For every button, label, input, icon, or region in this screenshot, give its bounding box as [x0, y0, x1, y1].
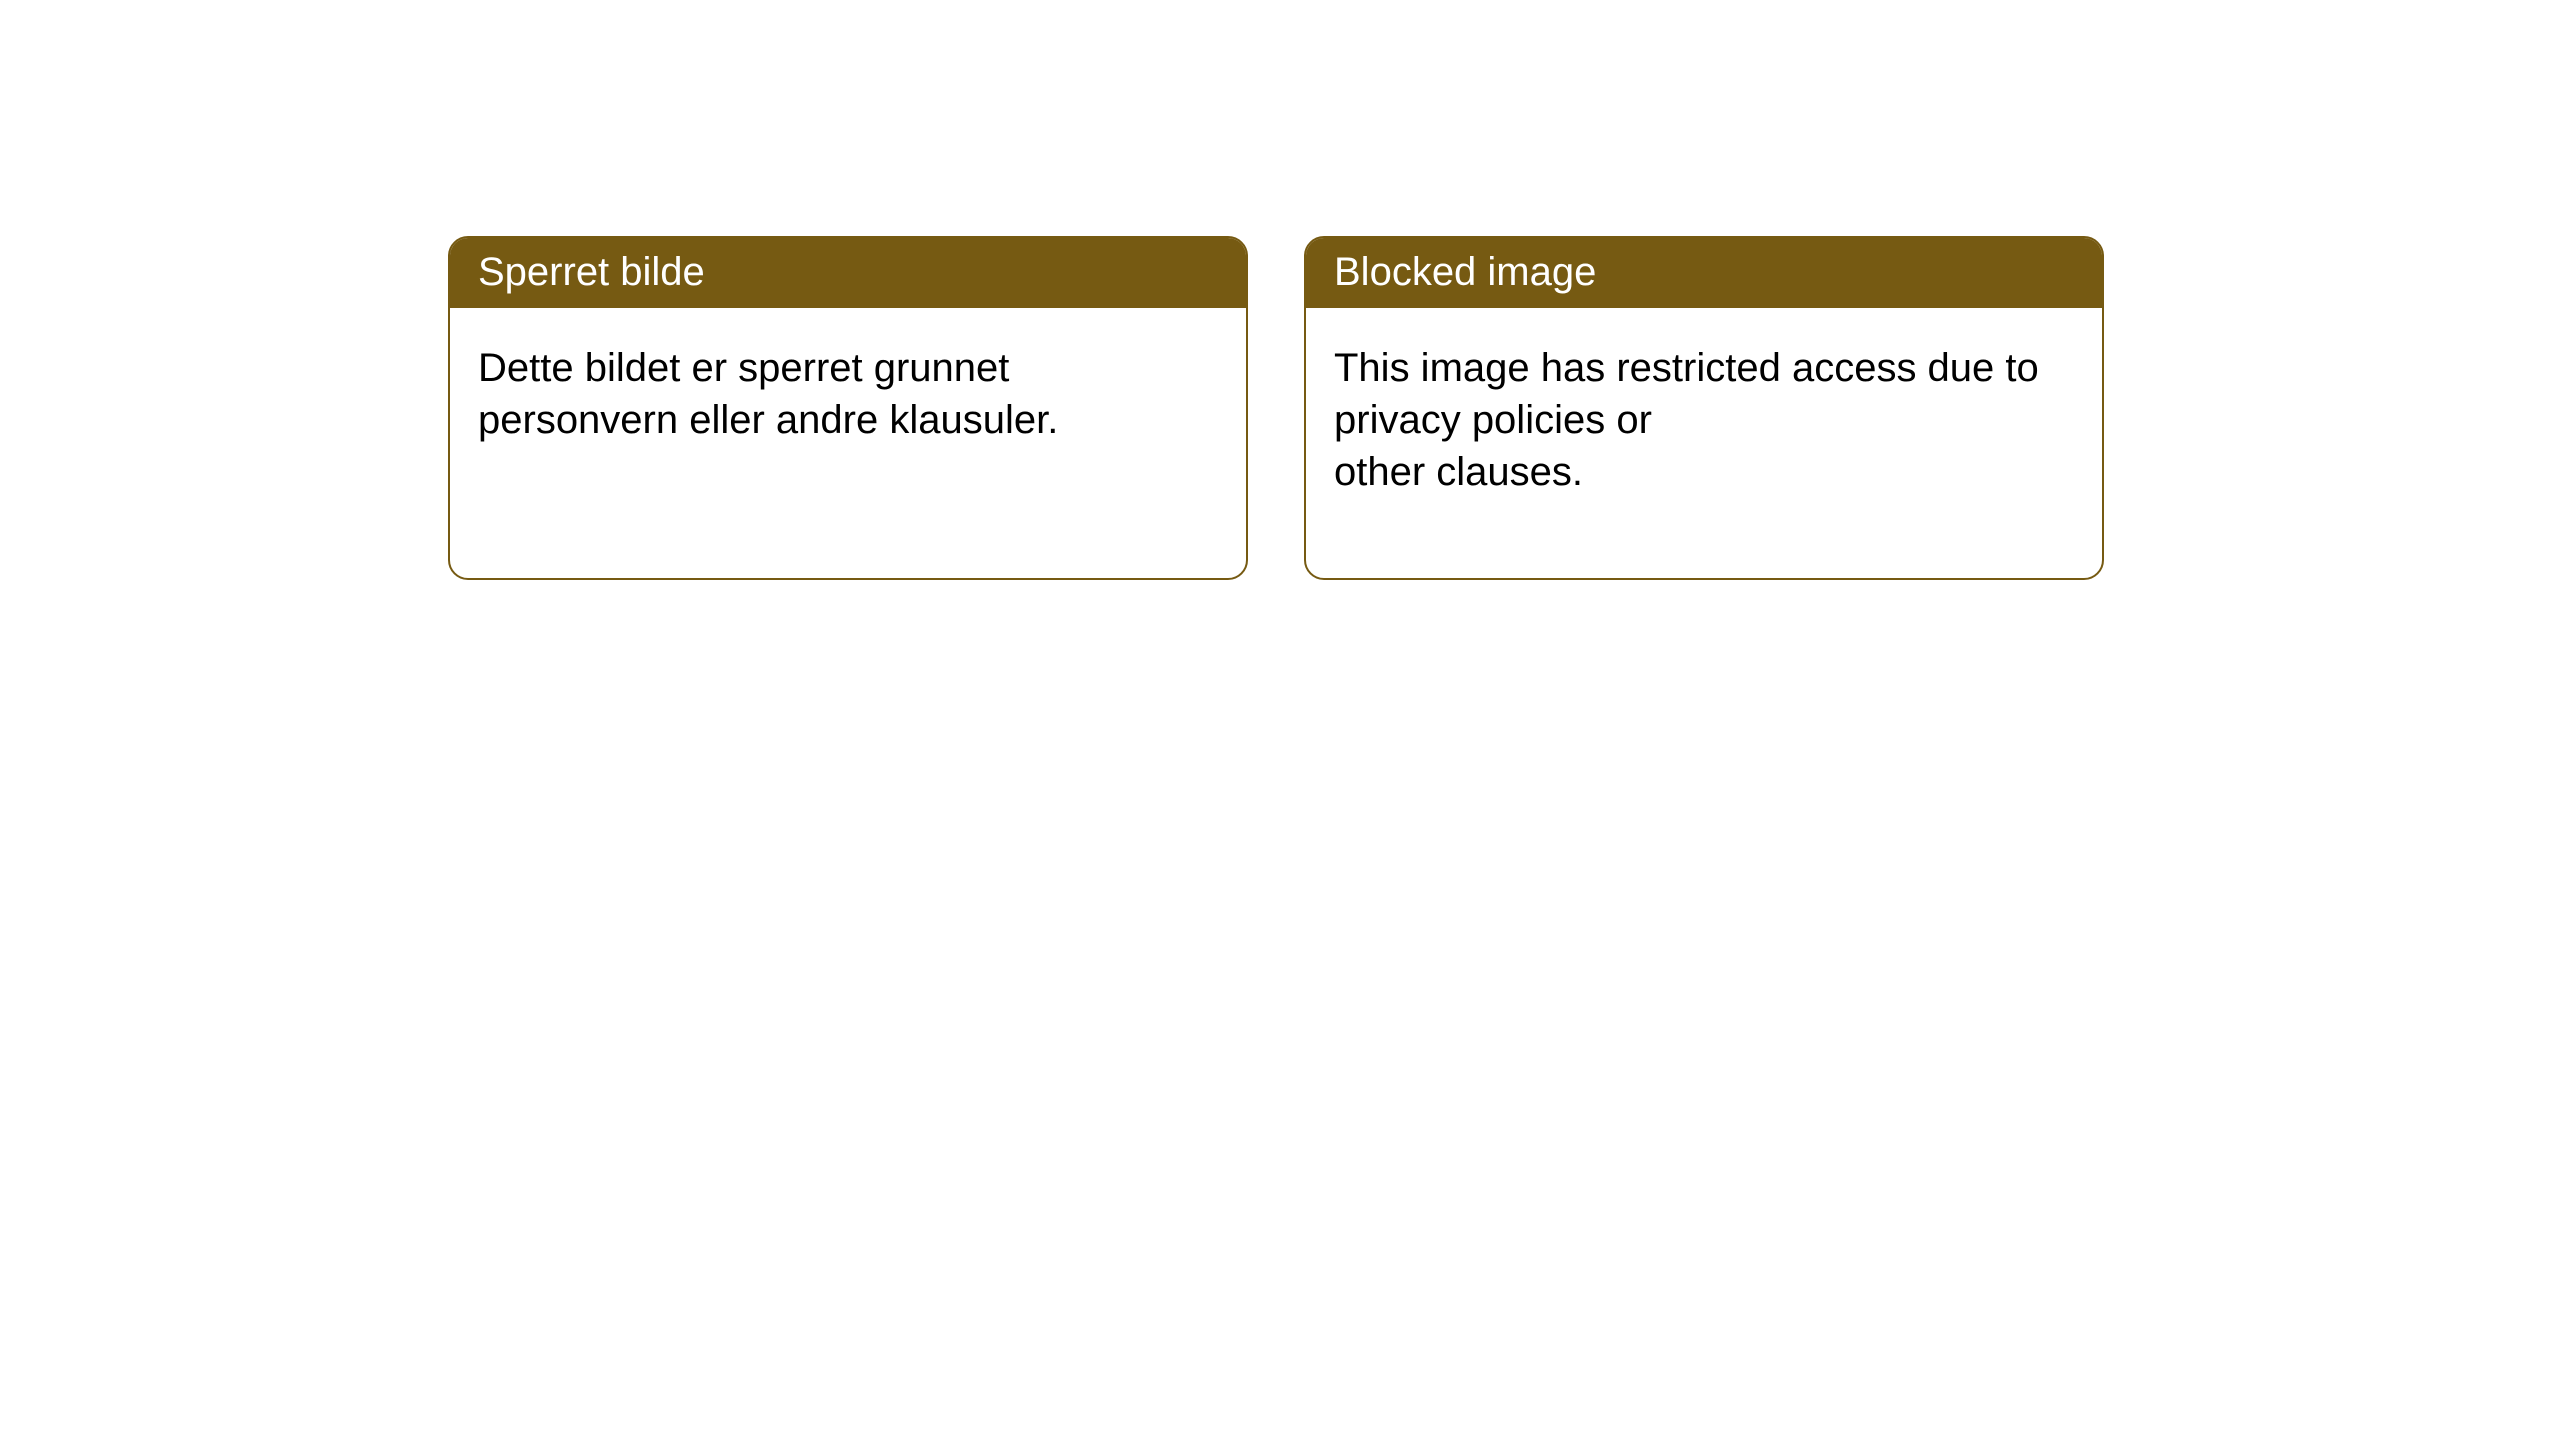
notice-body-norwegian: Dette bildet er sperret grunnet personve…: [450, 308, 1246, 526]
notice-card-english: Blocked image This image has restricted …: [1304, 236, 2104, 580]
notice-header-english: Blocked image: [1306, 238, 2102, 308]
notice-header-norwegian: Sperret bilde: [450, 238, 1246, 308]
notice-body-english: This image has restricted access due to …: [1306, 308, 2102, 578]
notice-container: Sperret bilde Dette bildet er sperret gr…: [448, 236, 2104, 580]
notice-card-norwegian: Sperret bilde Dette bildet er sperret gr…: [448, 236, 1248, 580]
